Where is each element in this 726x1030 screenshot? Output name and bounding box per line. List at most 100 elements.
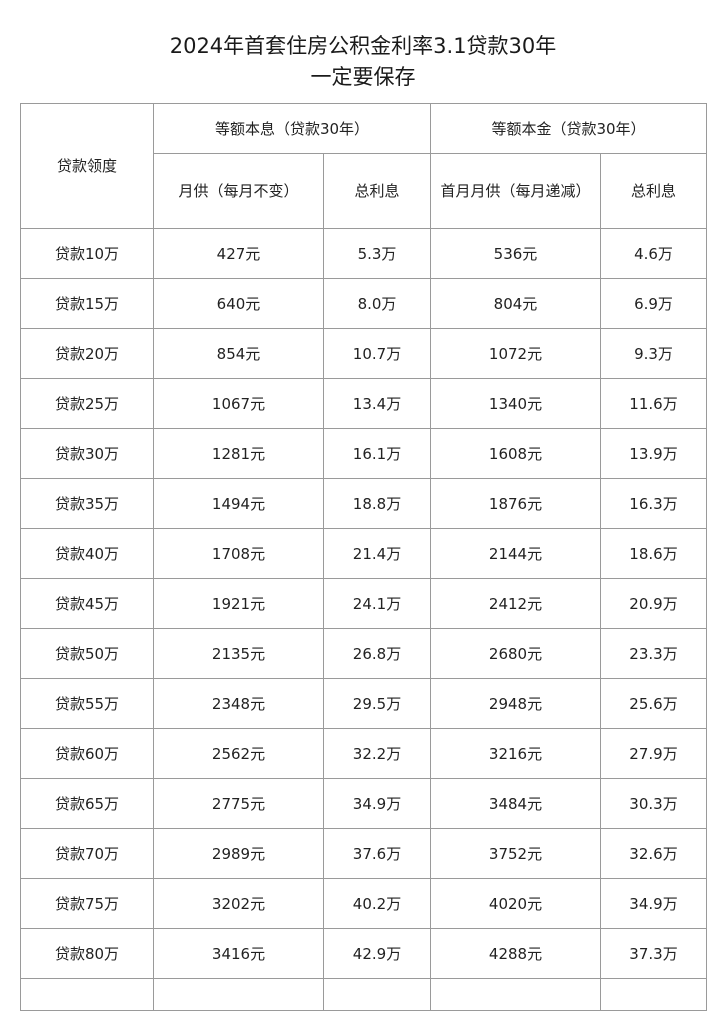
cell-loan-amount: 贷款50万: [20, 628, 154, 679]
cell-g1-monthly: 3416元: [153, 928, 324, 979]
cell-g2-monthly: 3216元: [430, 728, 601, 779]
cell-g2-monthly: 2412元: [430, 578, 601, 629]
cell-g2-interest: 18.6万: [600, 528, 707, 579]
cell-loan-amount: 贷款10万: [20, 228, 154, 279]
empty-cell: [323, 978, 431, 1011]
cell-g1-monthly: 3202元: [153, 878, 324, 929]
header-g1-monthly: 月供（每月不变）: [153, 153, 324, 229]
cell-loan-amount: 贷款25万: [20, 378, 154, 429]
cell-g2-interest: 30.3万: [600, 778, 707, 829]
cell-g1-interest: 29.5万: [323, 678, 431, 729]
cell-g2-monthly: 2948元: [430, 678, 601, 729]
cell-loan-amount: 贷款55万: [20, 678, 154, 729]
cell-g1-interest: 16.1万: [323, 428, 431, 479]
empty-cell: [430, 978, 601, 1011]
table-row: 贷款30万 1281元 16.1万 1608元 13.9万: [20, 428, 707, 479]
cell-g1-monthly: 640元: [153, 278, 324, 329]
cell-g2-monthly: 4288元: [430, 928, 601, 979]
cell-g1-monthly: 427元: [153, 228, 324, 279]
table-row: 贷款75万 3202元 40.2万 4020元 34.9万: [20, 878, 707, 929]
cell-g2-monthly: 2680元: [430, 628, 601, 679]
cell-g2-interest: 37.3万: [600, 928, 707, 979]
cell-g2-interest: 11.6万: [600, 378, 707, 429]
empty-cell: [600, 978, 707, 1011]
cell-loan-amount: 贷款45万: [20, 578, 154, 629]
cell-loan-amount: 贷款35万: [20, 478, 154, 529]
cell-g2-monthly: 804元: [430, 278, 601, 329]
cell-g1-interest: 42.9万: [323, 928, 431, 979]
cell-g2-interest: 4.6万: [600, 228, 707, 279]
cell-g2-monthly: 4020元: [430, 878, 601, 929]
cell-g1-monthly: 2989元: [153, 828, 324, 879]
cell-g1-interest: 18.8万: [323, 478, 431, 529]
empty-cell: [20, 978, 154, 1011]
table-row: 贷款40万 1708元 21.4万 2144元 18.6万: [20, 528, 707, 579]
cell-g2-monthly: 3484元: [430, 778, 601, 829]
cell-g1-monthly: 2562元: [153, 728, 324, 779]
cell-g1-interest: 21.4万: [323, 528, 431, 579]
cell-loan-amount: 贷款15万: [20, 278, 154, 329]
table-row: 贷款55万 2348元 29.5万 2948元 25.6万: [20, 678, 707, 729]
cell-g1-monthly: 1494元: [153, 478, 324, 529]
table-row: 贷款35万 1494元 18.8万 1876元 16.3万: [20, 478, 707, 529]
cell-g2-monthly: 536元: [430, 228, 601, 279]
cell-g2-monthly: 3752元: [430, 828, 601, 879]
cell-g1-monthly: 854元: [153, 328, 324, 379]
table-row: 贷款70万 2989元 37.6万 3752元 32.6万: [20, 828, 707, 879]
cell-g1-interest: 10.7万: [323, 328, 431, 379]
cell-g1-monthly: 2775元: [153, 778, 324, 829]
cell-g1-interest: 32.2万: [323, 728, 431, 779]
cell-g1-interest: 5.3万: [323, 228, 431, 279]
table-row: 贷款50万 2135元 26.8万 2680元 23.3万: [20, 628, 707, 679]
header-equal-installment: 等额本息（贷款30年）: [153, 103, 431, 154]
cell-loan-amount: 贷款65万: [20, 778, 154, 829]
cell-g2-interest: 6.9万: [600, 278, 707, 329]
table-row: 贷款20万 854元 10.7万 1072元 9.3万: [20, 328, 707, 379]
cell-loan-amount: 贷款20万: [20, 328, 154, 379]
table-row: 贷款45万 1921元 24.1万 2412元 20.9万: [20, 578, 707, 629]
cell-loan-amount: 贷款40万: [20, 528, 154, 579]
cell-g1-monthly: 2135元: [153, 628, 324, 679]
cell-g2-monthly: 1876元: [430, 478, 601, 529]
header-g2-monthly: 首月月供（每月递减）: [430, 153, 601, 229]
cell-g1-interest: 34.9万: [323, 778, 431, 829]
cell-g2-interest: 13.9万: [600, 428, 707, 479]
header-g2-interest: 总利息: [600, 153, 707, 229]
empty-row: [20, 978, 707, 1011]
cell-g1-interest: 40.2万: [323, 878, 431, 929]
cell-g2-monthly: 2144元: [430, 528, 601, 579]
header-equal-principal: 等额本金（贷款30年）: [430, 103, 707, 154]
cell-g1-monthly: 1067元: [153, 378, 324, 429]
cell-g2-interest: 32.6万: [600, 828, 707, 879]
cell-g2-monthly: 1072元: [430, 328, 601, 379]
table-row: 贷款65万 2775元 34.9万 3484元 30.3万: [20, 778, 707, 829]
cell-g2-monthly: 1340元: [430, 378, 601, 429]
empty-cell: [153, 978, 324, 1011]
header-amount: 贷款领度: [20, 103, 154, 229]
cell-loan-amount: 贷款60万: [20, 728, 154, 779]
cell-g1-interest: 24.1万: [323, 578, 431, 629]
page-title: 2024年首套住房公积金利率3.1贷款30年: [169, 34, 557, 58]
cell-g2-interest: 27.9万: [600, 728, 707, 779]
cell-g2-interest: 25.6万: [600, 678, 707, 729]
cell-loan-amount: 贷款70万: [20, 828, 154, 879]
cell-g2-interest: 16.3万: [600, 478, 707, 529]
cell-g2-interest: 34.9万: [600, 878, 707, 929]
table-row: 贷款60万 2562元 32.2万 3216元 27.9万: [20, 728, 707, 779]
table-row: 贷款10万 427元 5.3万 536元 4.6万: [20, 228, 707, 279]
cell-g1-interest: 13.4万: [323, 378, 431, 429]
cell-g2-monthly: 1608元: [430, 428, 601, 479]
cell-loan-amount: 贷款30万: [20, 428, 154, 479]
cell-g1-monthly: 2348元: [153, 678, 324, 729]
cell-g1-interest: 37.6万: [323, 828, 431, 879]
cell-g2-interest: 23.3万: [600, 628, 707, 679]
page-subtitle: 一定要保存: [310, 65, 416, 89]
cell-g1-monthly: 1708元: [153, 528, 324, 579]
cell-loan-amount: 贷款75万: [20, 878, 154, 929]
cell-g2-interest: 9.3万: [600, 328, 707, 379]
table-row: 贷款80万 3416元 42.9万 4288元 37.3万: [20, 928, 707, 979]
cell-g1-interest: 8.0万: [323, 278, 431, 329]
table-row: 贷款25万 1067元 13.4万 1340元 11.6万: [20, 378, 707, 429]
header-g1-interest: 总利息: [323, 153, 431, 229]
cell-g1-monthly: 1281元: [153, 428, 324, 479]
